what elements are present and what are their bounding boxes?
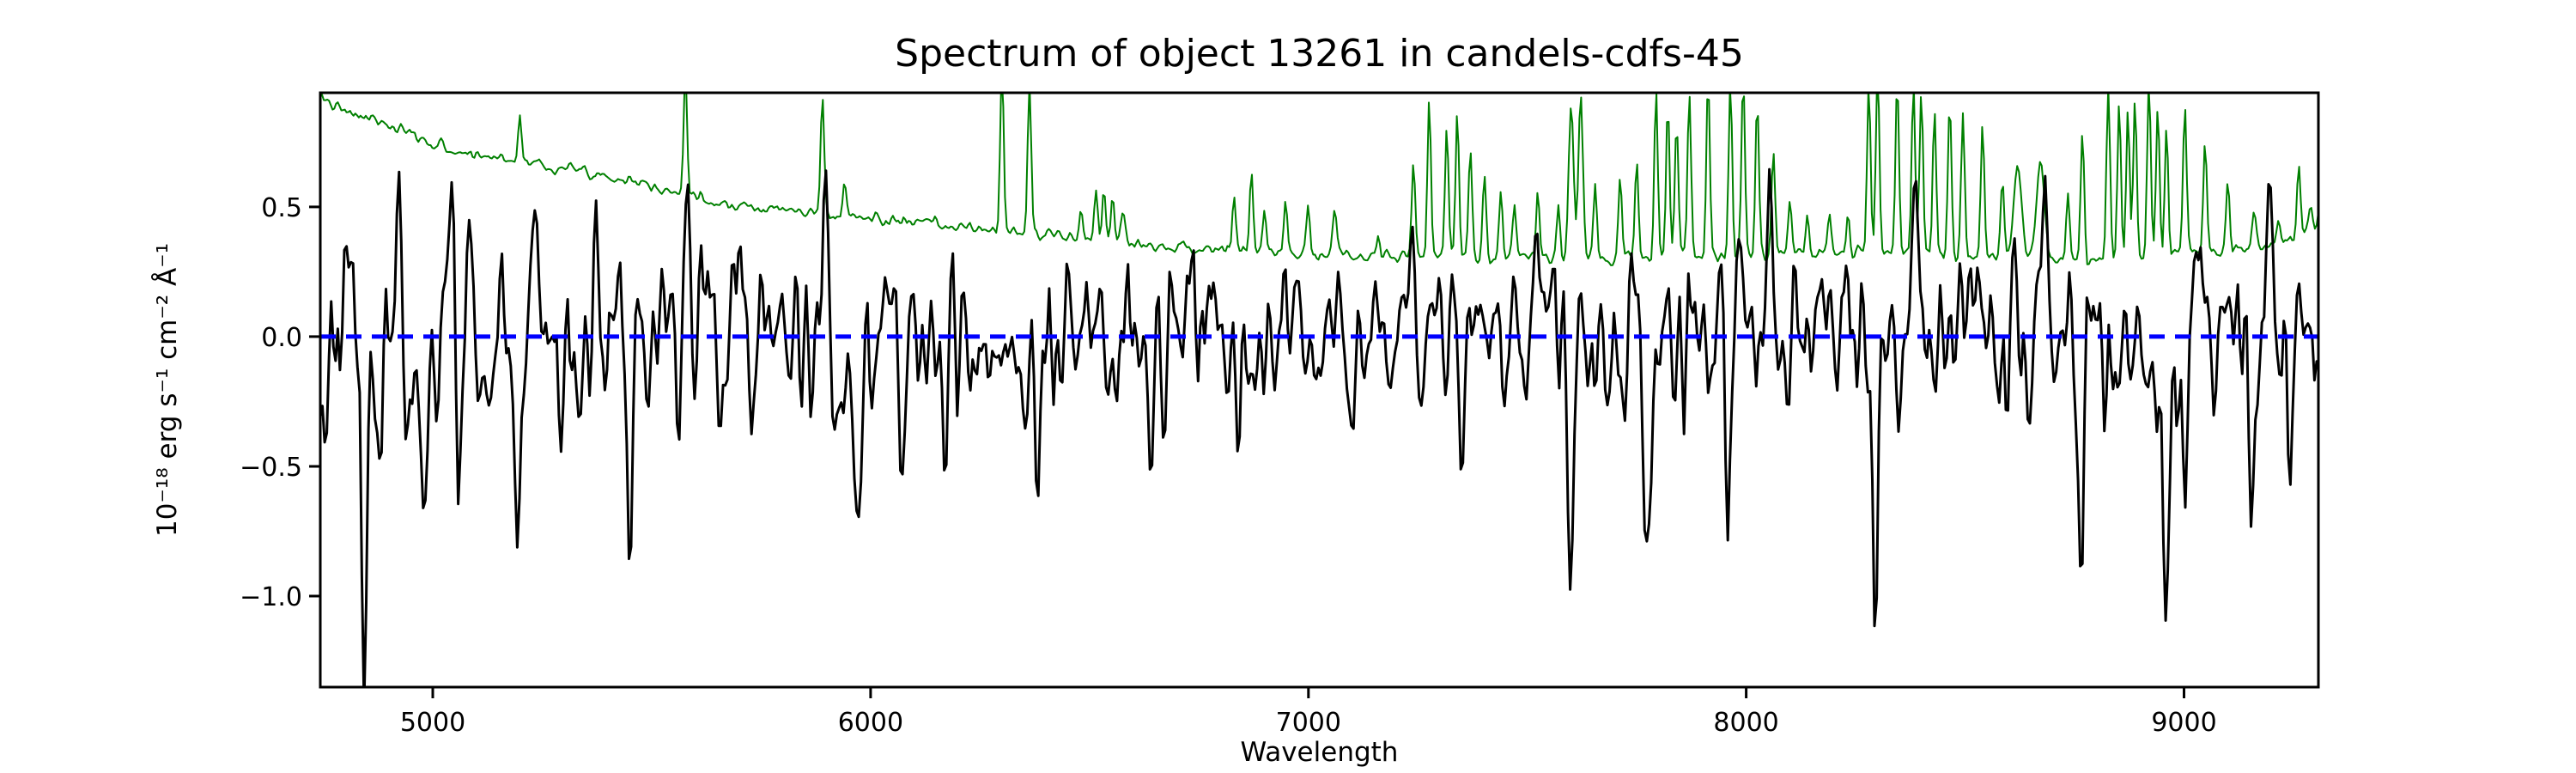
plot-axes-group bbox=[319, 91, 2320, 689]
y-tick-label: −0.5 bbox=[240, 453, 302, 483]
x-tick-label: 7000 bbox=[1276, 708, 1341, 738]
plot-ticks-group: 5000 6000 7000 8000 9000 0.5 0.0 −0.5 −1.0 bbox=[240, 193, 2217, 738]
y-tick-label: −1.0 bbox=[240, 582, 302, 612]
flux-spectrum bbox=[320, 167, 2318, 687]
x-tick-label: 6000 bbox=[838, 708, 903, 738]
x-tick-label: 9000 bbox=[2151, 708, 2216, 738]
axes-spines bbox=[319, 91, 2320, 689]
y-axis-label: 10⁻¹⁸ erg s⁻¹ cm⁻² Å⁻¹ bbox=[152, 243, 183, 537]
y-tick-label: 0.0 bbox=[261, 323, 302, 353]
x-tick-label: 5000 bbox=[400, 708, 465, 738]
plot-title: Spectrum of object 13261 in candels-cdfs… bbox=[895, 32, 1744, 76]
x-tick-label: 8000 bbox=[1713, 708, 1778, 738]
x-axis-label: Wavelength bbox=[1241, 737, 1399, 768]
plot-series-group bbox=[320, 93, 2318, 687]
y-tick-label: 0.5 bbox=[261, 193, 302, 223]
error-spectrum bbox=[320, 93, 2318, 266]
